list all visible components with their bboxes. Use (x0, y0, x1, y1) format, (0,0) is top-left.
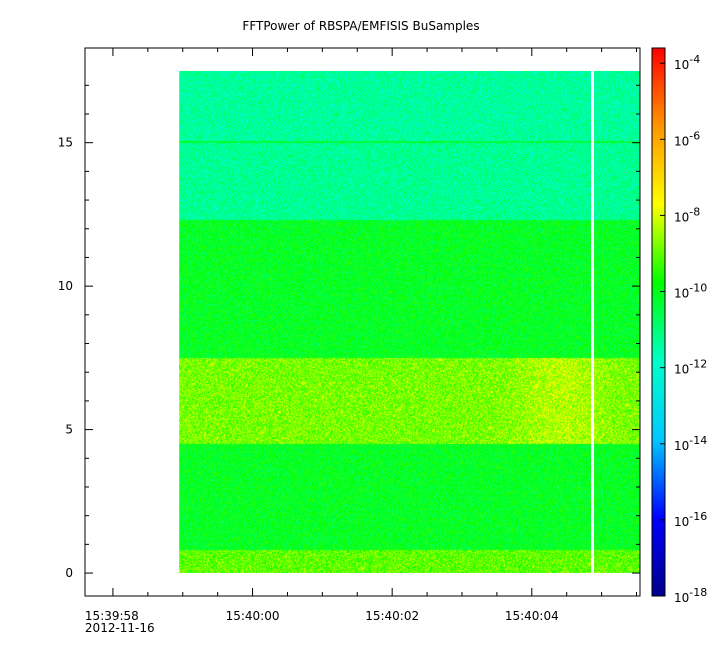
colorbar-tick-label: 10-10 (674, 282, 707, 301)
colorbar-tick-label: 10-18 (674, 586, 707, 605)
colorbar-tick-label: 10-14 (674, 434, 707, 453)
chart-title: FFTPower of RBSPA/EMFISIS BuSamples (242, 19, 479, 33)
y-tick-label: 0 (65, 566, 73, 580)
colorbar-tick-label: 10-16 (674, 510, 707, 529)
spectrogram-image (179, 70, 641, 573)
colorbar-tick-label: 10-6 (674, 129, 700, 148)
colorbar-gradient (651, 47, 666, 597)
x-tick-label: 15:39:58 (85, 609, 139, 623)
colorbar: 10-4 10-6 10-8 10-10 10-12 10-14 10-16 10-18 (651, 47, 707, 605)
x-tick-label: 15:40:02 (365, 609, 419, 623)
colorbar-tick-label: 10-8 (674, 205, 700, 224)
y-tick-label: 10 (58, 279, 73, 293)
x-tick-label: 15:40:00 (226, 609, 280, 623)
colorbar-tick-label: 10-12 (674, 358, 707, 377)
data-gap (591, 70, 595, 573)
x-tick-date-label: 2012-11-16 (85, 621, 155, 635)
y-tick-label: 15 (58, 136, 73, 150)
y-tick-label: 5 (65, 423, 73, 437)
plot-frame (84, 47, 641, 597)
colorbar-tick-label: 10-4 (674, 53, 700, 72)
x-tick-label: 15:40:04 (505, 609, 559, 623)
